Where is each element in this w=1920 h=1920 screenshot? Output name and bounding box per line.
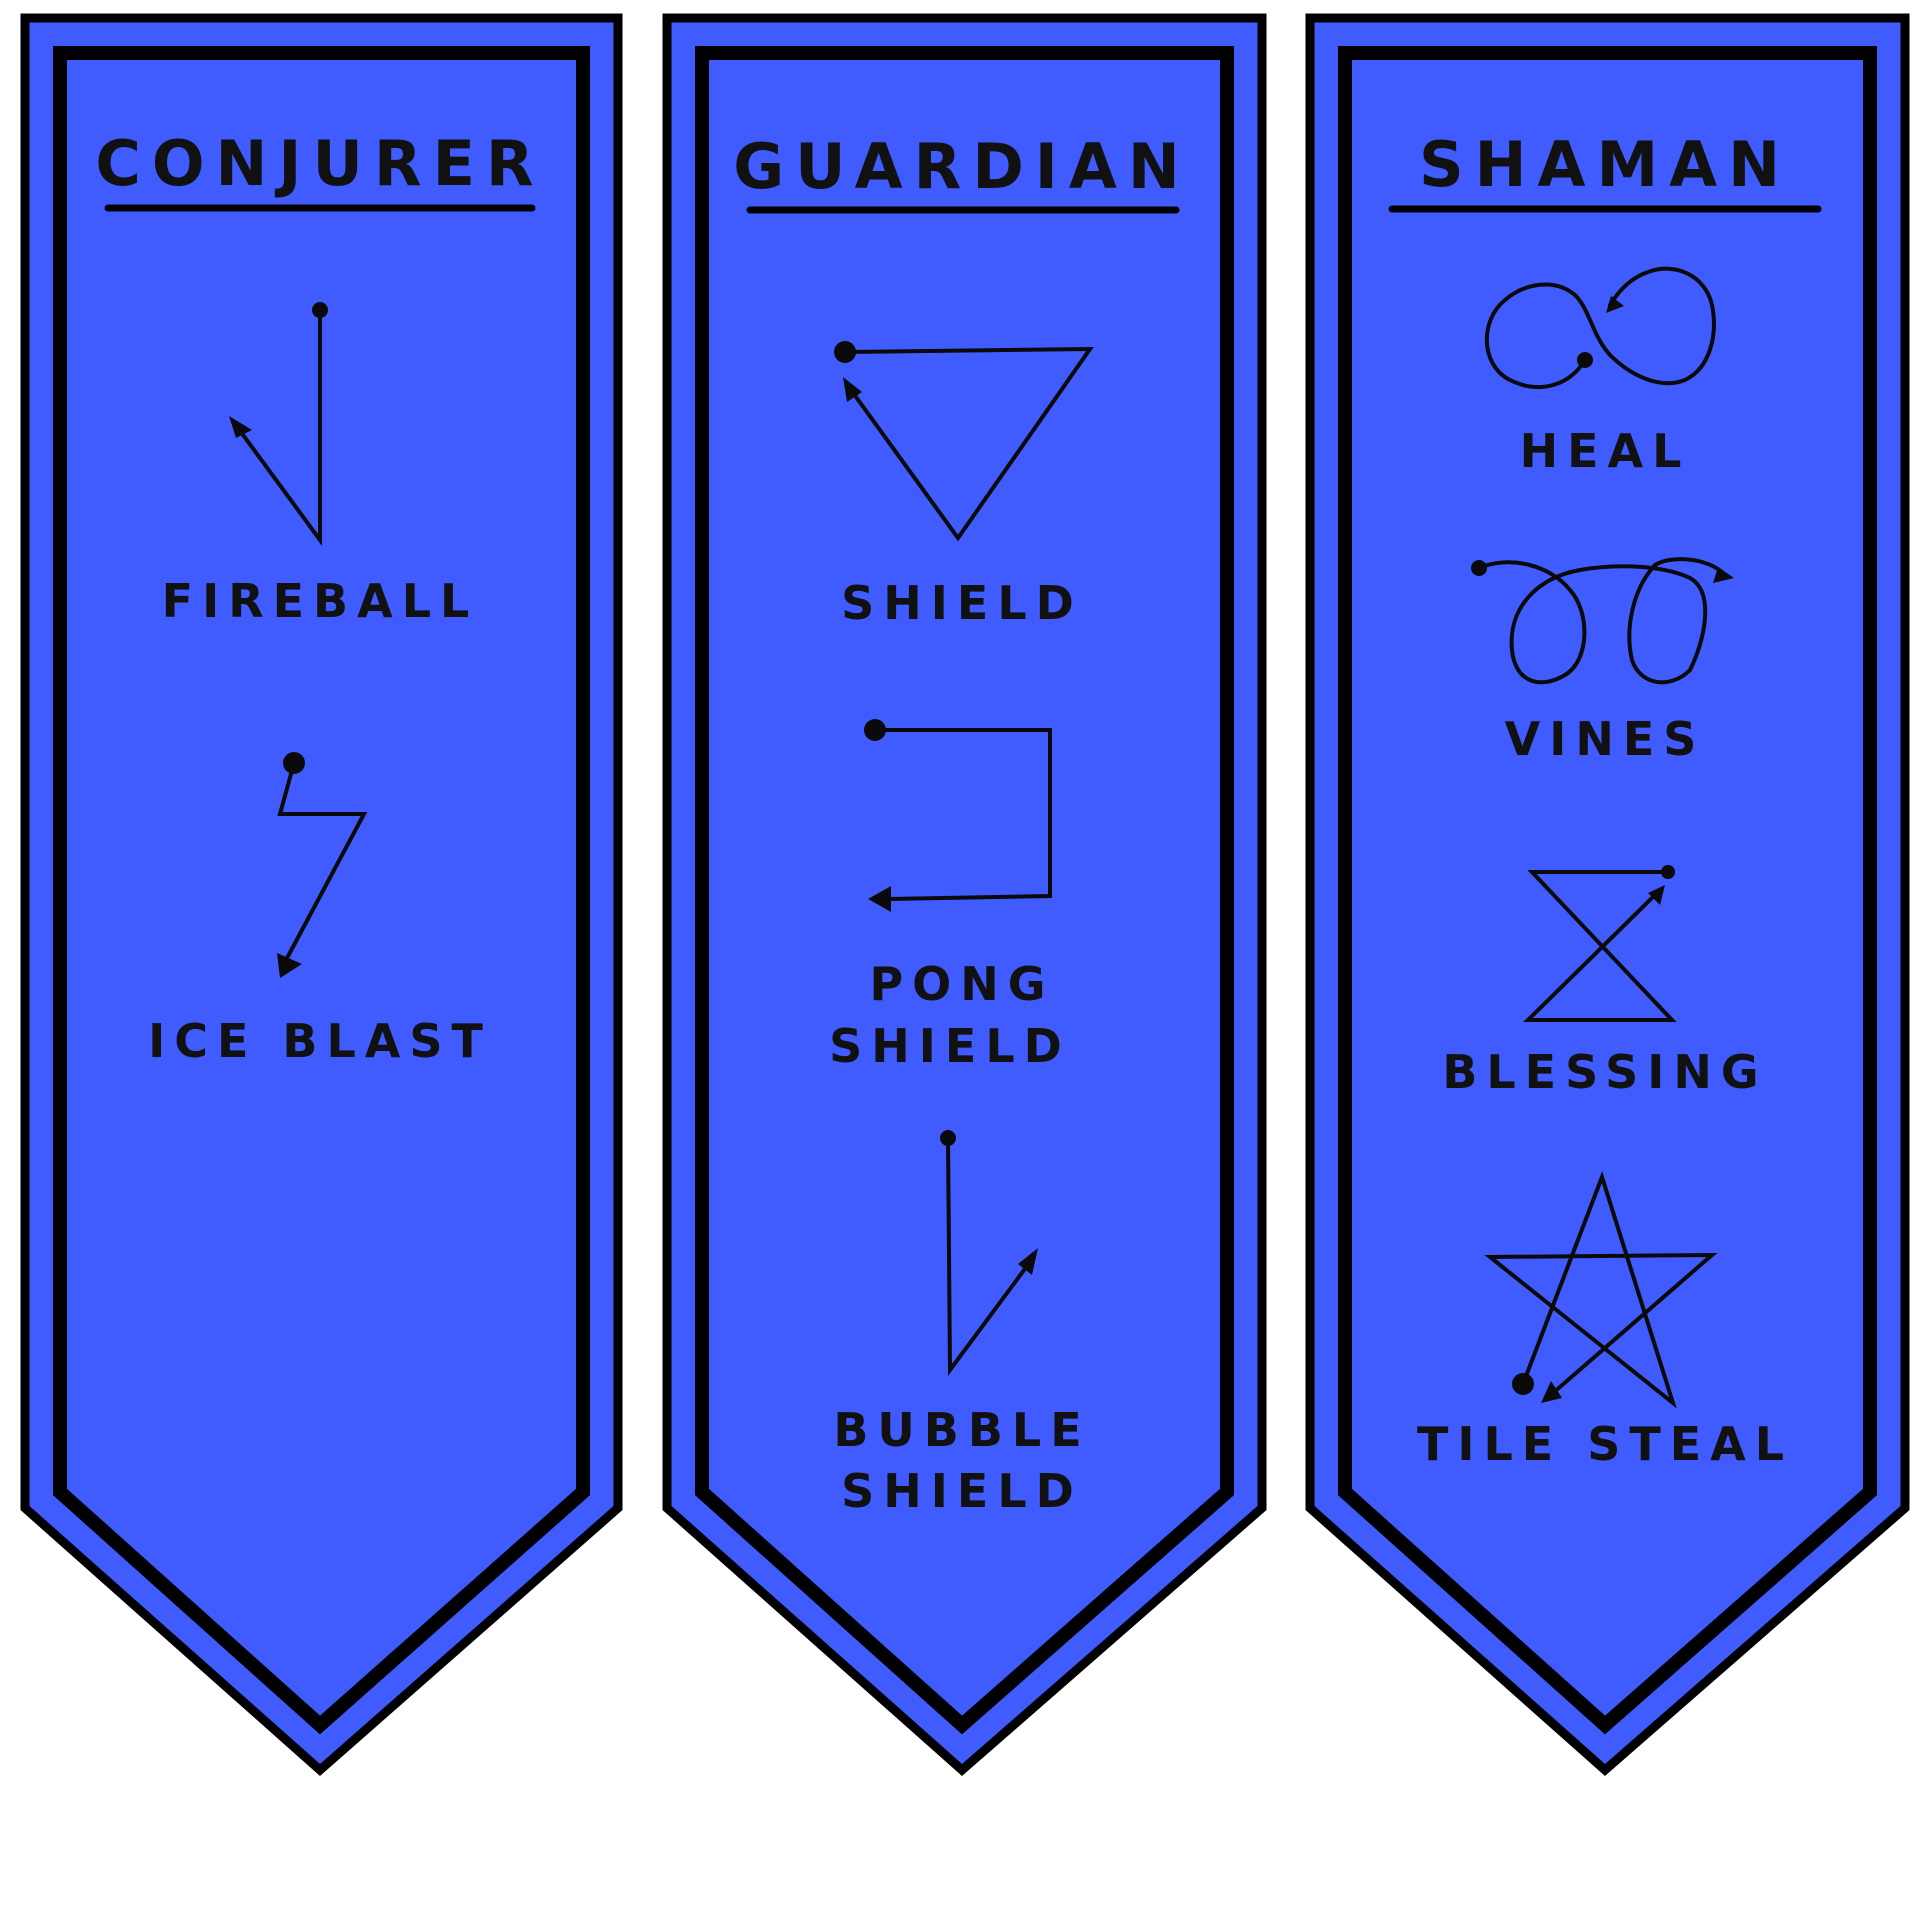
banner-inner-outline	[1338, 46, 1877, 1735]
double-loop-gesture-icon	[1471, 557, 1734, 685]
infinity-loop-gesture-icon	[1484, 266, 1716, 390]
spell-label-tile-steal: TILE STEAL	[1417, 1417, 1793, 1471]
banner-outer-outline	[662, 13, 1267, 1776]
spell-label-pong-shield-line1: PONG	[869, 957, 1054, 1011]
hourglass-gesture-icon	[1523, 865, 1677, 1022]
spell-label-pong-shield-line2: SHIELD	[829, 1019, 1071, 1073]
lightning-zigzag-gesture-icon	[277, 752, 368, 978]
banner-shaman: SHAMAN HEAL VINES BLESSING TILE	[1305, 13, 1910, 1776]
triangle-gesture-icon	[834, 341, 1094, 542]
banner-inner-outline	[695, 46, 1234, 1735]
bracket-gesture-icon	[864, 719, 1052, 912]
spell-label-bubble-shield-line2: SHIELD	[841, 1464, 1083, 1518]
banner-outer-outline	[1305, 13, 1910, 1776]
banner-guardian: GUARDIAN SHIELD PONG SHIELD BUBBLE SHIEL…	[662, 13, 1267, 1776]
star-gesture-icon	[1484, 1170, 1718, 1409]
banner-conjurer: CONJURER FIREBALL ICE BLAST	[20, 13, 623, 1777]
spell-label-vines: VINES	[1505, 712, 1706, 766]
spell-label-heal: HEAL	[1520, 424, 1691, 478]
check-up-gesture-icon	[940, 1130, 1038, 1376]
checkmark-gesture-icon	[229, 302, 328, 547]
banner-title: SHAMAN	[1419, 128, 1791, 201]
spell-label-bubble-shield-line1: BUBBLE	[833, 1403, 1090, 1457]
banner-title: GUARDIAN	[733, 130, 1190, 203]
banner-title: CONJURER	[95, 127, 544, 200]
banner-inner-outline	[53, 46, 590, 1735]
spell-label-fireball: FIREBALL	[162, 574, 479, 628]
spell-label-shield: SHIELD	[841, 576, 1083, 630]
spell-label-ice-blast: ICE BLAST	[148, 1014, 492, 1068]
spell-label-blessing: BLESSING	[1442, 1045, 1767, 1099]
